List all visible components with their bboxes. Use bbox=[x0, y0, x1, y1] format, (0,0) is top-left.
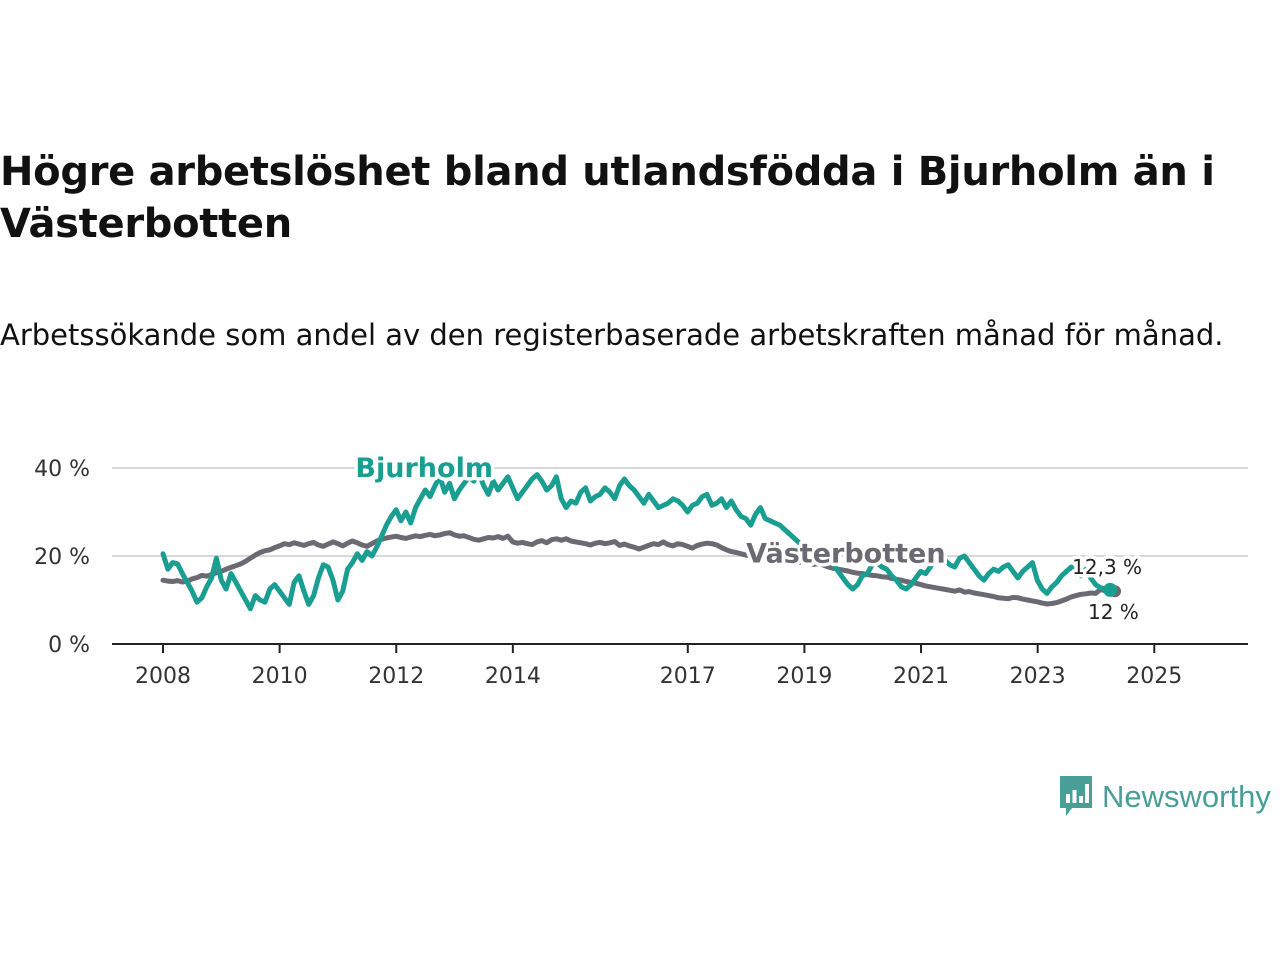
series-label-vasterbotten: Västerbotten bbox=[746, 539, 945, 570]
line-chart: 0 % 20 % 40 % 2008 2010 2012 2014 2017 2019 2021 2… bbox=[34, 449, 1248, 689]
x-tick-label: 2010 bbox=[252, 664, 308, 689]
x-tick-label: 2017 bbox=[660, 664, 716, 689]
y-tick-label: 20 % bbox=[34, 545, 90, 570]
series-end-marker-bjurholm bbox=[1103, 582, 1118, 597]
y-tick-label: 0 % bbox=[48, 633, 90, 658]
x-tick-label: 2012 bbox=[368, 664, 424, 689]
newsworthy-logo-icon bbox=[1060, 776, 1092, 816]
end-value-label-bjurholm: 12,3 % bbox=[1072, 555, 1142, 579]
y-tick-label: 40 % bbox=[34, 457, 90, 482]
chart-subtitle: Arbetssökande som andel av den registerb… bbox=[0, 318, 1224, 352]
x-tick-label: 2023 bbox=[1010, 664, 1066, 689]
end-value-label-vasterbotten: 12 % bbox=[1088, 600, 1139, 624]
label-layer: Bjurholm Västerbotten 12,3 % 12 % bbox=[352, 449, 1146, 627]
chart-title: Högre arbetslöshet bland utlandsfödda i … bbox=[0, 149, 1215, 247]
series-line-bjurholm bbox=[160, 469, 1113, 612]
x-tick-label: 2008 bbox=[135, 664, 191, 689]
series-line-vasterbotten bbox=[160, 530, 1118, 607]
series-layer bbox=[160, 469, 1122, 612]
x-tick-label: 2021 bbox=[893, 664, 949, 689]
series-label-bjurholm: Bjurholm bbox=[355, 453, 493, 484]
x-tick-label: 2019 bbox=[776, 664, 832, 689]
newsworthy-wordmark: Newsworthy bbox=[1102, 779, 1271, 814]
newsworthy-logo[interactable]: Newsworthy bbox=[1058, 772, 1271, 822]
x-tick-label: 2025 bbox=[1126, 664, 1182, 689]
x-tick-label: 2014 bbox=[485, 664, 541, 689]
grid-layer: 0 % 20 % 40 % 2008 2010 2012 2014 2017 2019 2021 2… bbox=[34, 457, 1248, 689]
